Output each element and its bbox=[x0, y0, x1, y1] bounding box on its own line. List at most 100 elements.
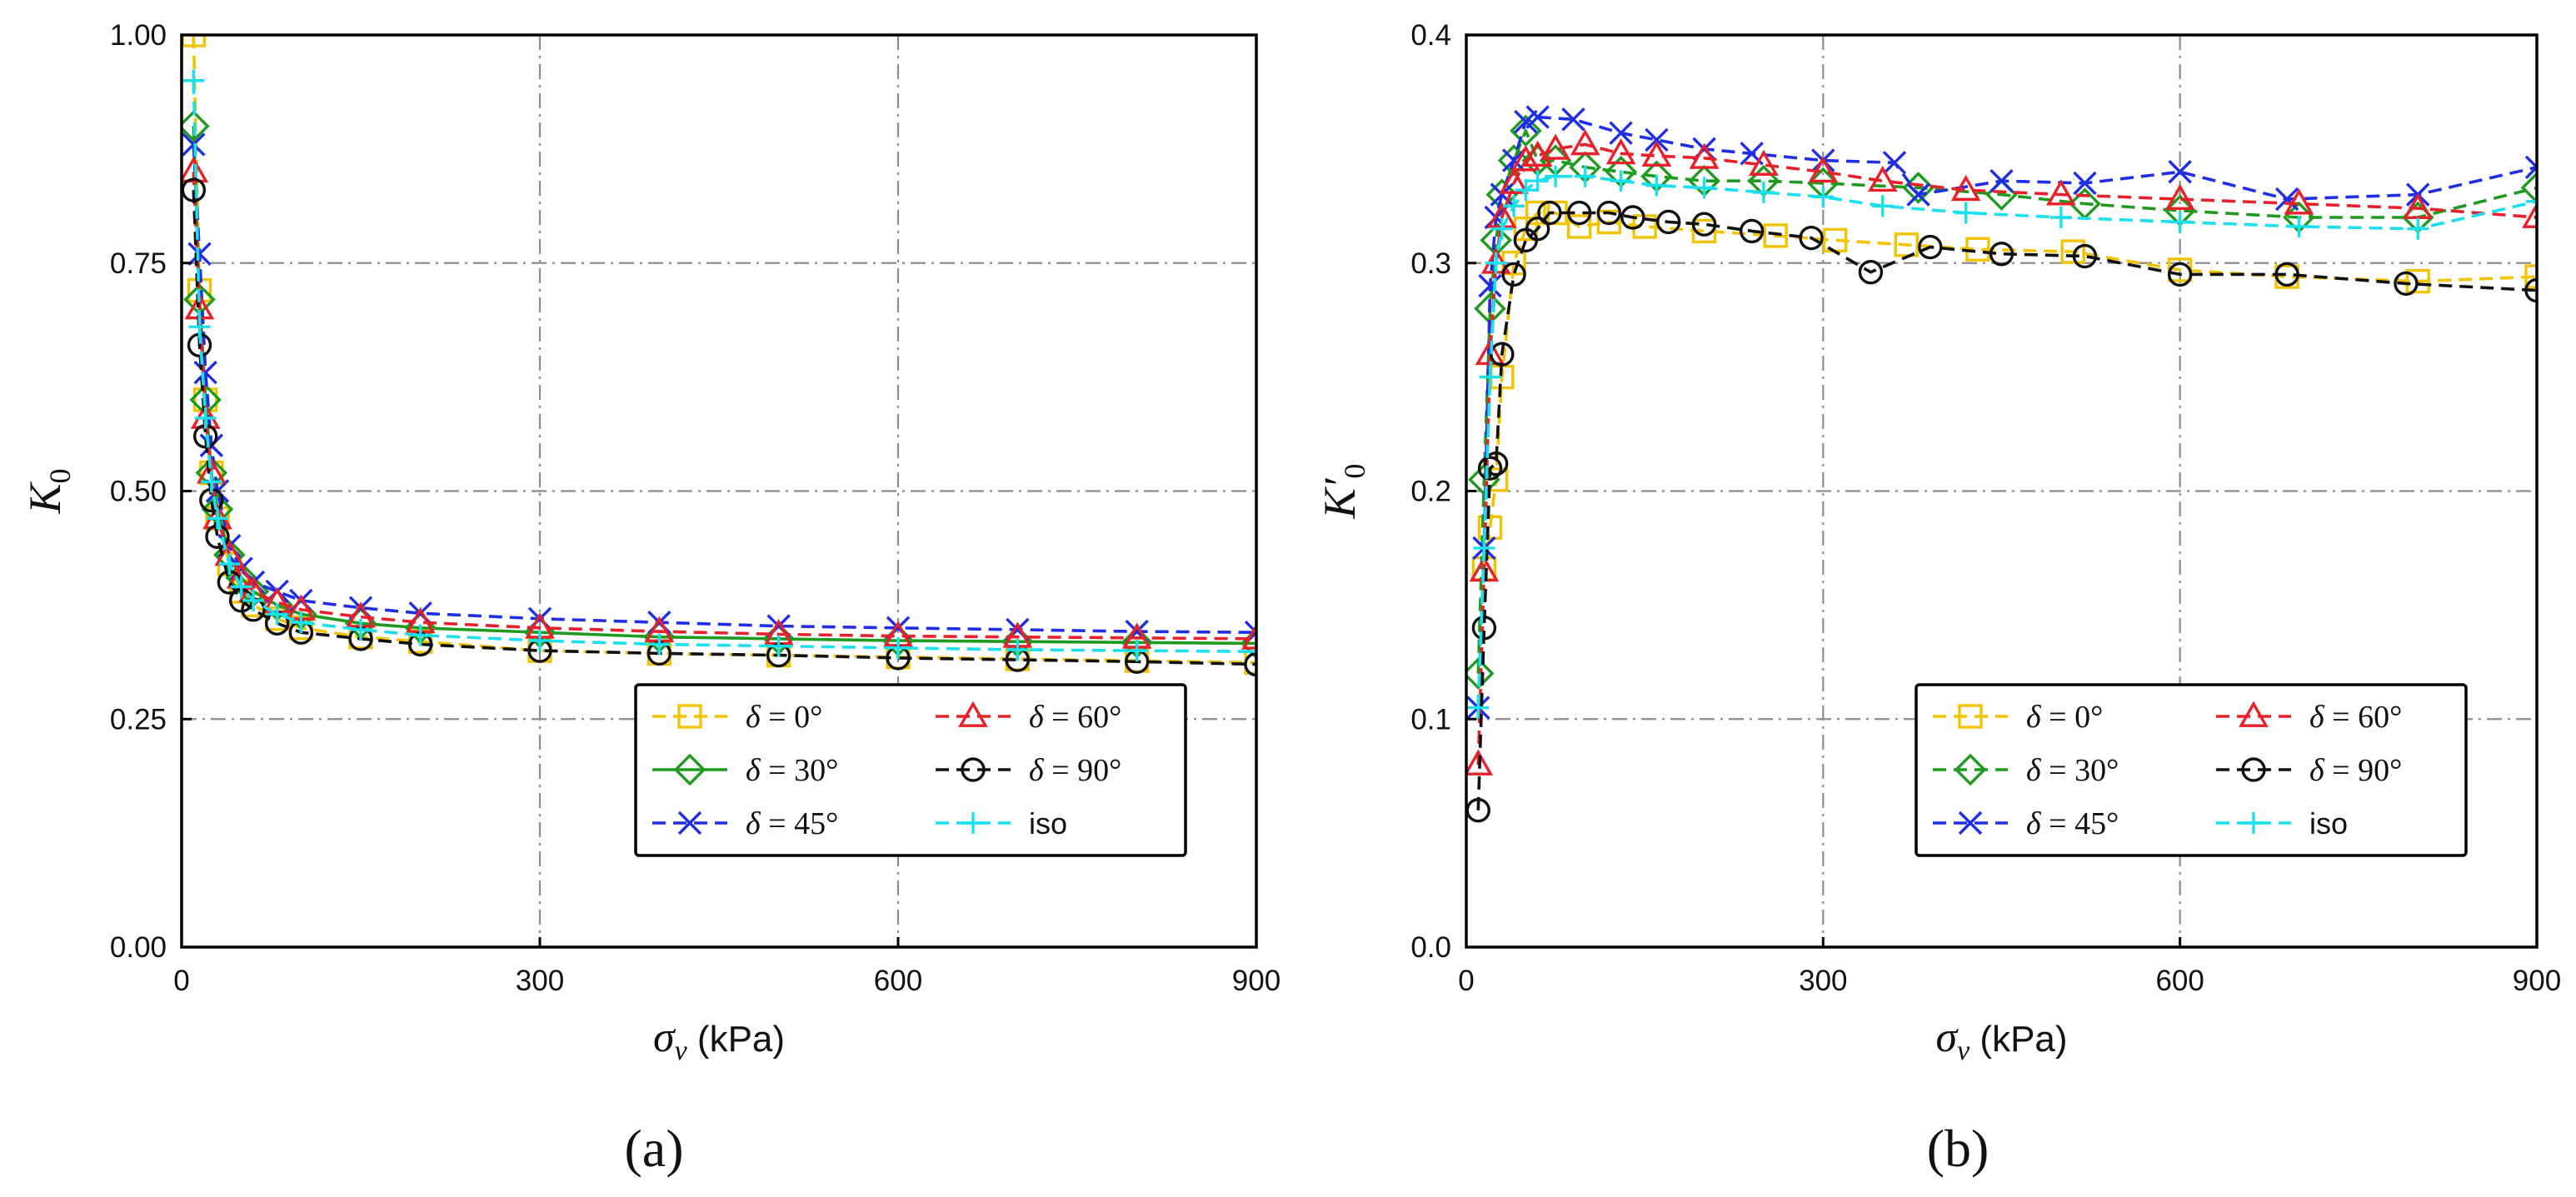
legend-marker-d90 bbox=[961, 757, 986, 782]
data-point-d60 bbox=[1867, 165, 1898, 192]
legend-label-d90: δ = 90° bbox=[2309, 753, 2402, 788]
legend-label-value: = 0° bbox=[761, 700, 823, 735]
y-axis-label-subscript: 0 bbox=[43, 468, 77, 483]
data-point-iso bbox=[218, 553, 241, 576]
legend-label-iso: iso bbox=[2309, 806, 2348, 840]
series-line-d30 bbox=[192, 126, 1256, 646]
data-point-d90 bbox=[1691, 212, 1717, 237]
data-point-iso bbox=[1752, 181, 1775, 203]
data-point-d0 bbox=[182, 35, 207, 47]
x-tick-label: 900 bbox=[1232, 965, 1281, 997]
x-axis-label-subscript: v bbox=[675, 1035, 688, 1066]
y-tick-label: 0.4 bbox=[1410, 19, 1451, 52]
legend-label-d0: δ = 0° bbox=[746, 700, 822, 735]
data-point-iso bbox=[1467, 696, 1490, 719]
data-point-iso bbox=[266, 603, 288, 626]
legend-marker-iso bbox=[2243, 812, 2264, 834]
series-line-iso bbox=[192, 80, 1256, 653]
legend-marker-d45 bbox=[1958, 810, 1983, 835]
x-tick-label: 0 bbox=[173, 965, 189, 997]
series-line-d30 bbox=[1476, 129, 2537, 674]
legend-label-symbol: δ bbox=[1029, 753, 1045, 788]
data-point-d45 bbox=[1525, 105, 1550, 129]
data-point-d90 bbox=[2394, 271, 2419, 297]
data-point-d90 bbox=[2072, 243, 2098, 269]
legend-label-symbol: δ bbox=[746, 806, 761, 841]
data-point-d0 bbox=[2405, 268, 2430, 294]
legend-label-d60: δ = 60° bbox=[1029, 700, 1121, 735]
legend-label-value: = 45° bbox=[2041, 806, 2119, 841]
series-layer bbox=[182, 35, 1256, 677]
data-point-iso bbox=[1645, 174, 1668, 197]
legend-marker-d60 bbox=[2239, 701, 2269, 727]
data-point-d60 bbox=[1808, 156, 1839, 183]
data-point-d60 bbox=[1499, 167, 1529, 194]
data-point-d0 bbox=[1477, 515, 1503, 540]
data-point-iso bbox=[2169, 211, 2191, 233]
x-axis-label-unit: (kPa) bbox=[687, 1019, 785, 1060]
data-point-d30 bbox=[1510, 114, 1542, 147]
y-tick-label: 0.50 bbox=[110, 476, 167, 508]
data-point-d60 bbox=[1749, 149, 1779, 176]
data-point-d60 bbox=[1466, 749, 1494, 776]
data-point-d0 bbox=[1691, 218, 1717, 244]
y-axis-label-symbol: K bbox=[20, 481, 70, 515]
x-tick-label: 0 bbox=[1458, 965, 1474, 997]
legend: δ = 0° δ = 60°δ = 30° δ = 90°δ = 45° iso bbox=[634, 683, 1187, 857]
data-point-d45 bbox=[2274, 187, 2299, 212]
x-axis-label-subscript: v bbox=[1957, 1035, 1970, 1066]
data-point-d45 bbox=[1514, 109, 1538, 134]
data-point-d60 bbox=[1241, 623, 1256, 650]
legend-label-iso: iso bbox=[1029, 806, 1067, 840]
data-point-d45 bbox=[1645, 127, 1669, 152]
legend-box bbox=[1915, 683, 2468, 857]
data-point-d90 bbox=[1501, 262, 1526, 287]
data-point-iso bbox=[182, 69, 205, 92]
legend-label-value: iso bbox=[2309, 806, 2348, 840]
data-point-iso bbox=[200, 471, 222, 493]
data-point-iso bbox=[194, 406, 217, 429]
data-point-iso bbox=[207, 507, 228, 530]
data-point-iso bbox=[2407, 217, 2429, 240]
series-line-d0 bbox=[1482, 211, 2537, 569]
data-point-d90 bbox=[1918, 234, 1943, 260]
data-point-d45 bbox=[1609, 121, 1633, 145]
panel-label: (a) bbox=[624, 1119, 683, 1178]
legend-marker-d90 bbox=[2241, 757, 2266, 782]
data-point-d45 bbox=[1882, 151, 1907, 175]
data-point-iso bbox=[1479, 366, 1501, 388]
data-point-d90 bbox=[1525, 216, 1550, 242]
y-axis-label: K′0 bbox=[1315, 464, 1371, 520]
data-point-iso bbox=[1515, 179, 1537, 202]
data-point-d90 bbox=[1483, 451, 1509, 476]
x-axis-label-unit: (kPa) bbox=[1969, 1019, 2067, 1060]
x-tick-label: 600 bbox=[874, 965, 922, 997]
data-point-iso bbox=[1485, 252, 1507, 274]
y-tick-label: 0.00 bbox=[110, 931, 167, 964]
data-point-d60 bbox=[1540, 133, 1570, 160]
legend-marker-d60 bbox=[958, 701, 988, 727]
data-point-d30 bbox=[1466, 657, 1495, 690]
data-point-d90 bbox=[1244, 651, 1256, 677]
data-point-iso bbox=[2526, 190, 2537, 212]
series-line-d90 bbox=[1476, 211, 2537, 810]
data-point-d90 bbox=[1739, 218, 1765, 244]
data-point-d90 bbox=[1858, 260, 1884, 285]
legend-box bbox=[634, 683, 1187, 857]
data-point-iso bbox=[2288, 215, 2310, 237]
data-point-iso bbox=[1503, 195, 1525, 217]
legend-label-symbol: δ bbox=[2309, 753, 2325, 788]
data-point-d60 bbox=[2046, 179, 2076, 206]
data-point-iso bbox=[1006, 639, 1029, 661]
x-axis-label: σv (kPa) bbox=[1935, 1014, 2067, 1066]
data-point-d45 bbox=[193, 360, 217, 385]
legend-label-symbol: δ bbox=[746, 700, 761, 735]
data-point-iso bbox=[1246, 641, 1256, 663]
data-point-iso bbox=[1574, 165, 1596, 187]
data-point-d90 bbox=[2524, 277, 2537, 303]
legend-label-symbol: δ bbox=[2026, 700, 2042, 735]
legend-label-d30: δ = 30° bbox=[2026, 753, 2119, 788]
data-point-iso bbox=[1526, 170, 1549, 192]
